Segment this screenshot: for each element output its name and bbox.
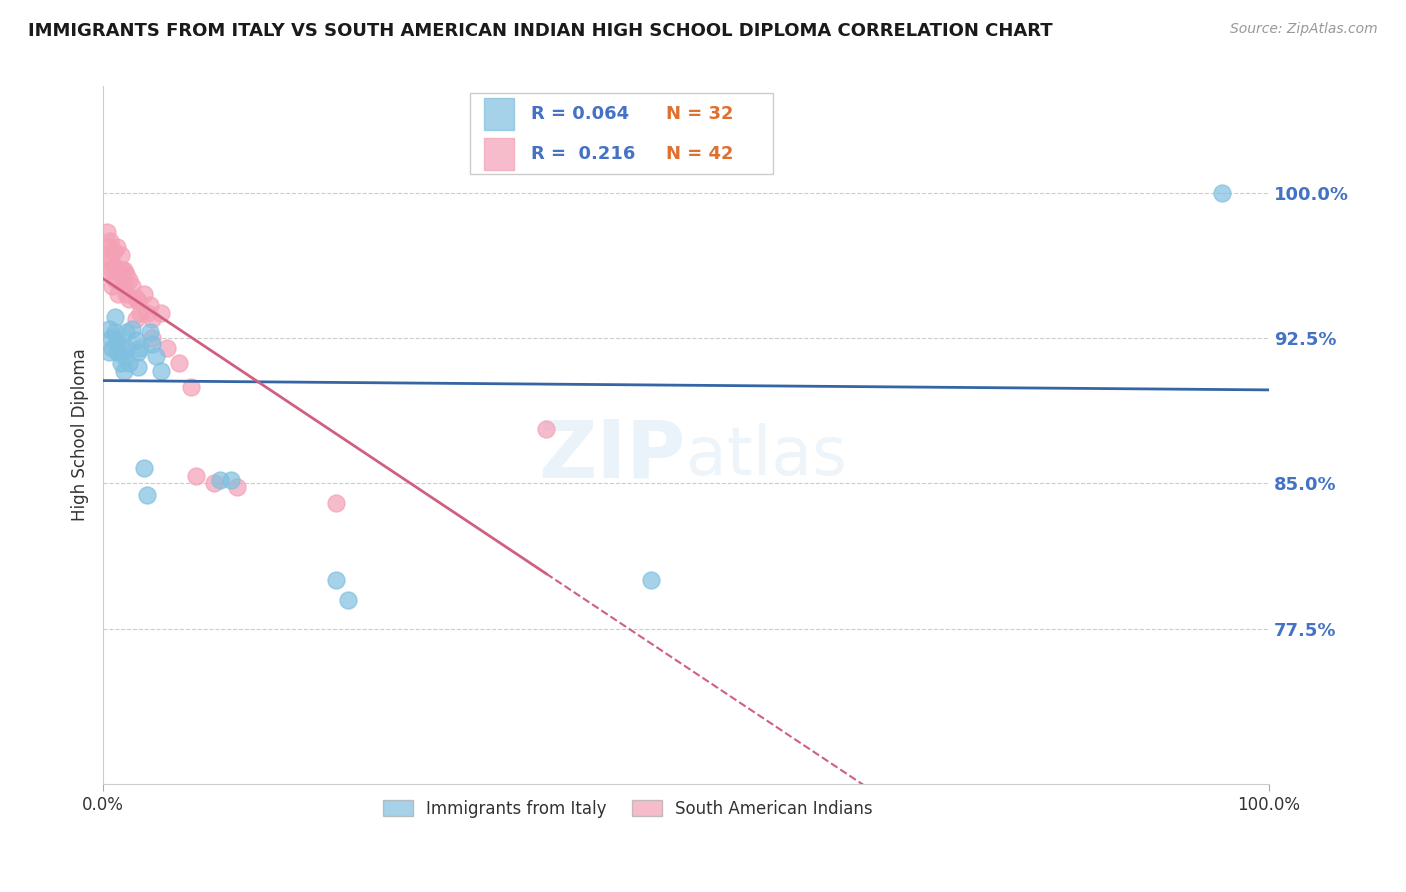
FancyBboxPatch shape [484, 138, 513, 169]
Point [97, 240, 120, 254]
Point [127, 344, 149, 359]
Point [112, 364, 135, 378]
Point [97, 248, 120, 262]
FancyBboxPatch shape [471, 94, 773, 174]
Point [104, 273, 127, 287]
Text: N = 32: N = 32 [666, 104, 734, 123]
Point [105, 240, 128, 254]
Point [115, 341, 138, 355]
Point [180, 379, 202, 393]
Point [325, 496, 347, 510]
Point [129, 341, 152, 355]
Point [127, 294, 149, 309]
Point [115, 286, 138, 301]
Point [97, 344, 120, 359]
Text: R =  0.216: R = 0.216 [531, 145, 636, 163]
Point [110, 267, 132, 281]
Point [110, 356, 132, 370]
Point [208, 473, 231, 487]
Point [132, 286, 155, 301]
Point [101, 279, 124, 293]
Point [132, 461, 155, 475]
Point [118, 273, 141, 287]
Text: Source: ZipAtlas.com: Source: ZipAtlas.com [1230, 22, 1378, 37]
Point [101, 263, 124, 277]
Point [129, 306, 152, 320]
FancyBboxPatch shape [484, 98, 513, 129]
Point [150, 364, 173, 378]
Point [104, 260, 127, 274]
Point [110, 341, 132, 355]
Point [96, 225, 118, 239]
Text: IMMIGRANTS FROM ITALY VS SOUTH AMERICAN INDIAN HIGH SCHOOL DIPLOMA CORRELATION C: IMMIGRANTS FROM ITALY VS SOUTH AMERICAN … [28, 22, 1053, 40]
Text: R = 0.064: R = 0.064 [531, 104, 628, 123]
Point [121, 279, 143, 293]
Point [156, 341, 179, 355]
Legend: Immigrants from Italy, South American Indians: Immigrants from Italy, South American In… [377, 793, 879, 824]
Point [640, 574, 662, 588]
Point [150, 306, 173, 320]
Text: ZIP: ZIP [538, 417, 686, 495]
Point [105, 263, 128, 277]
Point [127, 360, 149, 375]
Point [100, 253, 122, 268]
Point [534, 422, 557, 436]
Point [141, 311, 163, 326]
Point [103, 244, 125, 258]
Point [141, 337, 163, 351]
Point [115, 267, 138, 281]
Point [105, 333, 128, 347]
Point [221, 473, 243, 487]
Point [107, 286, 129, 301]
Point [202, 476, 225, 491]
Point [125, 311, 148, 326]
Point [145, 349, 167, 363]
Y-axis label: High School Diploma: High School Diploma [72, 349, 89, 522]
Point [139, 298, 162, 312]
Point [118, 293, 141, 307]
Point [136, 488, 159, 502]
Text: atlas: atlas [686, 423, 846, 489]
Point [110, 248, 132, 262]
Point [121, 321, 143, 335]
Point [112, 279, 135, 293]
Point [325, 574, 347, 588]
Point [139, 326, 162, 340]
Point [1211, 186, 1233, 200]
Point [226, 480, 249, 494]
Point [125, 291, 148, 305]
Point [141, 331, 163, 345]
Point [125, 333, 148, 347]
Point [104, 310, 127, 324]
Point [167, 356, 190, 370]
Point [101, 341, 124, 355]
Point [111, 263, 134, 277]
Point [100, 331, 122, 345]
Point [104, 326, 127, 340]
Point [136, 306, 159, 320]
Point [186, 468, 208, 483]
Text: N = 42: N = 42 [666, 145, 734, 163]
Point [97, 321, 120, 335]
Point [112, 349, 135, 363]
Point [118, 356, 141, 370]
Point [115, 326, 138, 340]
Point [97, 263, 120, 277]
Point [112, 263, 135, 277]
Point [98, 235, 121, 249]
Point [105, 344, 128, 359]
Point [336, 592, 359, 607]
